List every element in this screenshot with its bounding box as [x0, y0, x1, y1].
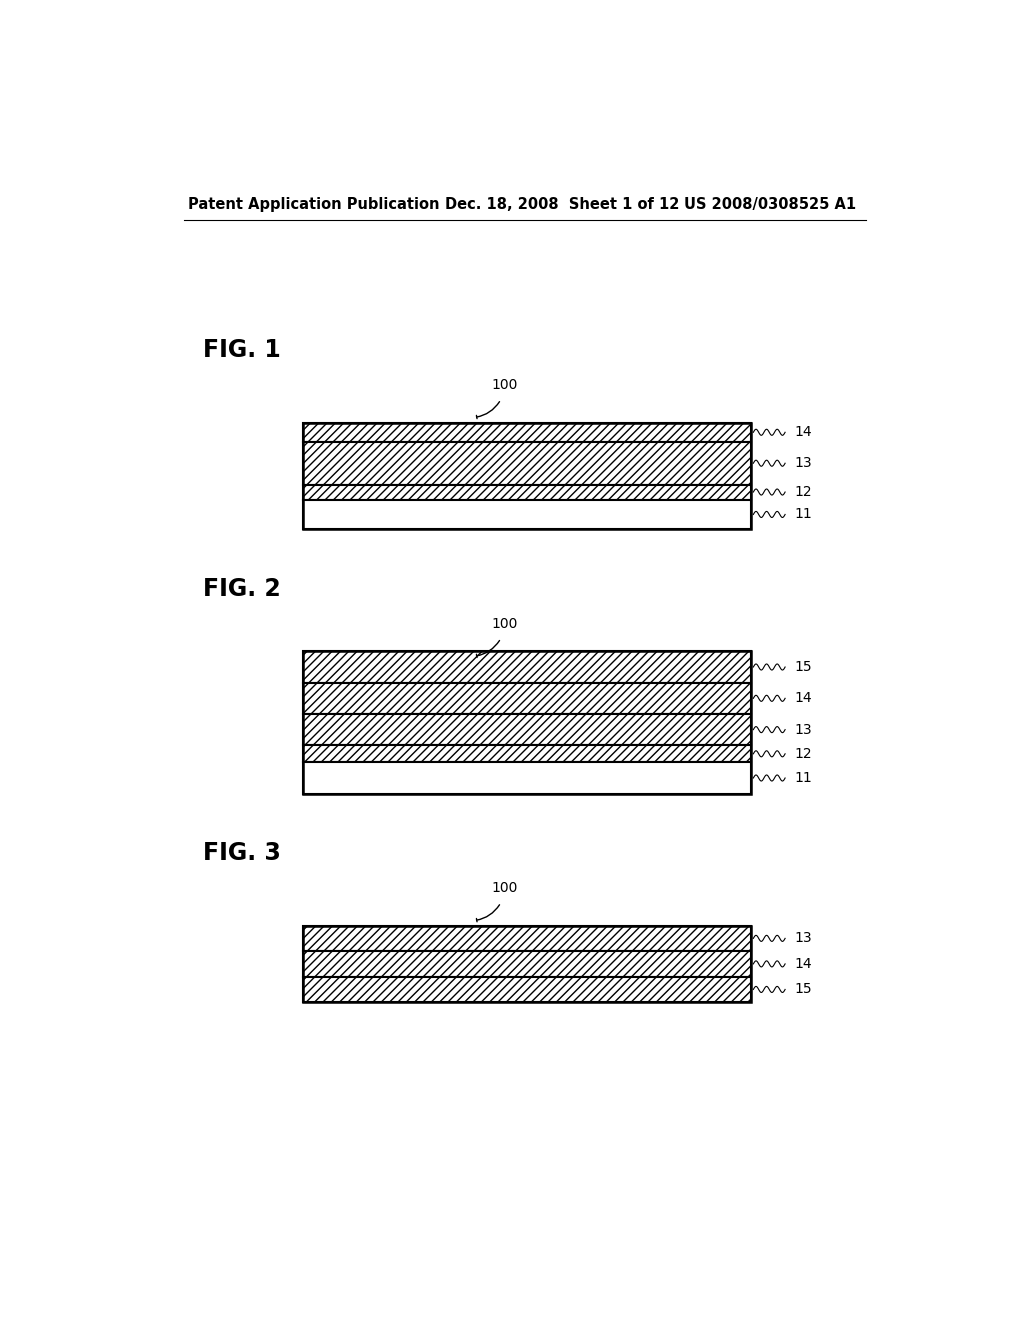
Text: 11: 11 [795, 507, 812, 521]
Text: 13: 13 [795, 932, 812, 945]
Text: 13: 13 [795, 722, 812, 737]
Bar [303, 484, 751, 499]
Text: 14: 14 [795, 957, 812, 972]
Text: 12: 12 [795, 747, 812, 760]
Bar [303, 925, 751, 950]
Bar [303, 925, 751, 1002]
Text: 14: 14 [795, 692, 812, 705]
Bar [303, 442, 751, 484]
Text: FIG. 2: FIG. 2 [204, 577, 282, 601]
Text: Patent Application Publication: Patent Application Publication [187, 197, 439, 213]
Bar [303, 651, 751, 682]
Bar [303, 682, 751, 714]
Bar [303, 763, 751, 793]
Text: 15: 15 [795, 660, 812, 675]
Text: 13: 13 [795, 457, 812, 470]
Text: 14: 14 [795, 425, 812, 440]
Bar [303, 499, 751, 529]
Text: 100: 100 [492, 882, 518, 895]
Text: Dec. 18, 2008  Sheet 1 of 12: Dec. 18, 2008 Sheet 1 of 12 [445, 197, 680, 213]
Bar [303, 950, 751, 977]
Text: 100: 100 [492, 378, 518, 392]
Bar [303, 422, 751, 529]
Bar [303, 714, 751, 746]
Bar [303, 977, 751, 1002]
Bar [303, 422, 751, 442]
Text: FIG. 1: FIG. 1 [204, 338, 282, 362]
Text: US 2008/0308525 A1: US 2008/0308525 A1 [684, 197, 856, 213]
Text: FIG. 3: FIG. 3 [204, 841, 282, 865]
Bar [303, 746, 751, 763]
Bar [303, 651, 751, 793]
Text: 11: 11 [795, 771, 812, 785]
Text: 12: 12 [795, 484, 812, 499]
Text: 15: 15 [795, 982, 812, 997]
Text: 100: 100 [492, 616, 518, 631]
